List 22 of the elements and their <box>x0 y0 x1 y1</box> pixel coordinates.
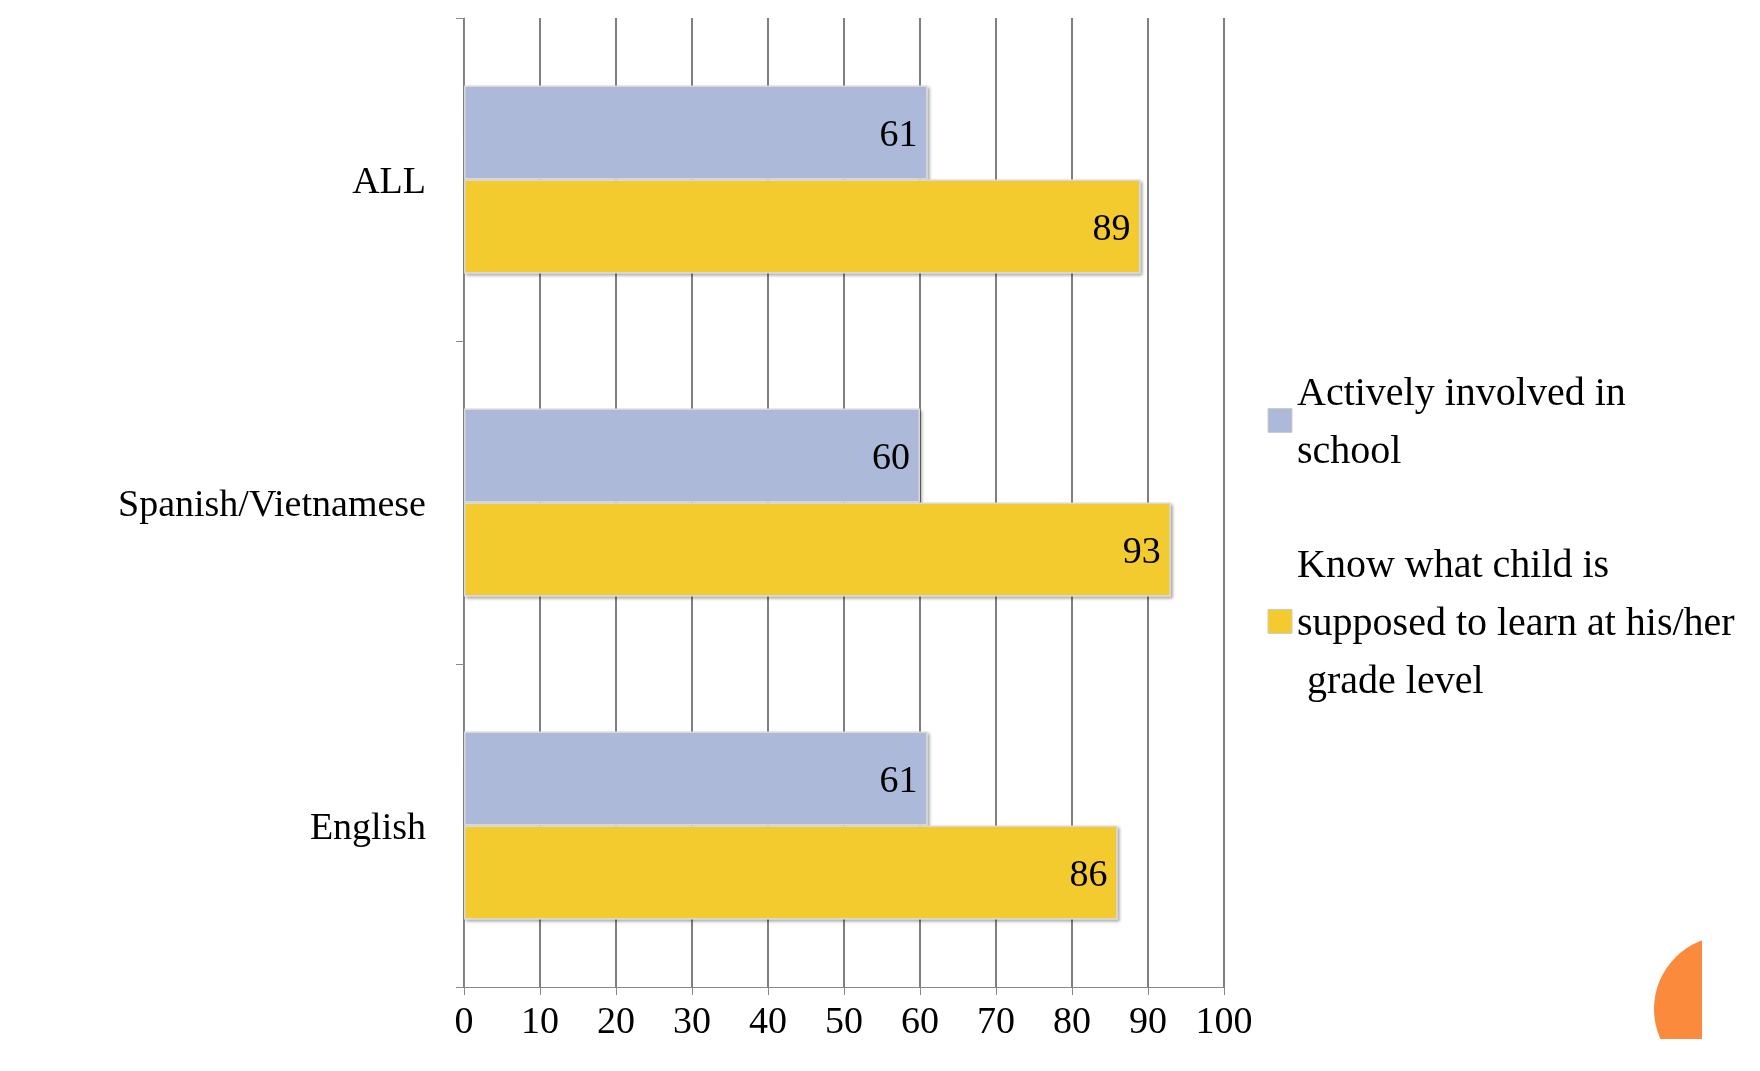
data-label: 61 <box>879 757 918 800</box>
data-label: 60 <box>872 434 910 477</box>
data-label: 93 <box>1122 528 1161 571</box>
data-label: 89 <box>1092 205 1131 248</box>
x-tick-label: 40 <box>749 999 787 1041</box>
x-tick-label: 50 <box>825 999 863 1041</box>
legend-label: Actively involved in school <box>1297 369 1636 472</box>
y-tick-label: Spanish/Vietnamese <box>118 481 426 524</box>
y-tick-label: ALL <box>352 158 426 201</box>
x-tick-label: 100 <box>1195 999 1253 1041</box>
x-tick-label: 80 <box>1053 999 1091 1041</box>
y-tick-label: English <box>309 804 426 847</box>
data-label: 61 <box>879 111 918 154</box>
x-tick-label: 60 <box>901 999 939 1041</box>
x-tick-label: 30 <box>673 999 711 1041</box>
data-label: 86 <box>1069 851 1108 894</box>
x-tick-label: 70 <box>977 999 1015 1041</box>
x-tick-label: 0 <box>454 999 474 1041</box>
x-tick-label: 10 <box>521 999 559 1041</box>
x-tick-label: 20 <box>597 999 635 1041</box>
legend-label: Know what child is supposed to learn at his/her grade level <box>1297 541 1735 702</box>
x-tick-label: 90 <box>1129 999 1167 1041</box>
